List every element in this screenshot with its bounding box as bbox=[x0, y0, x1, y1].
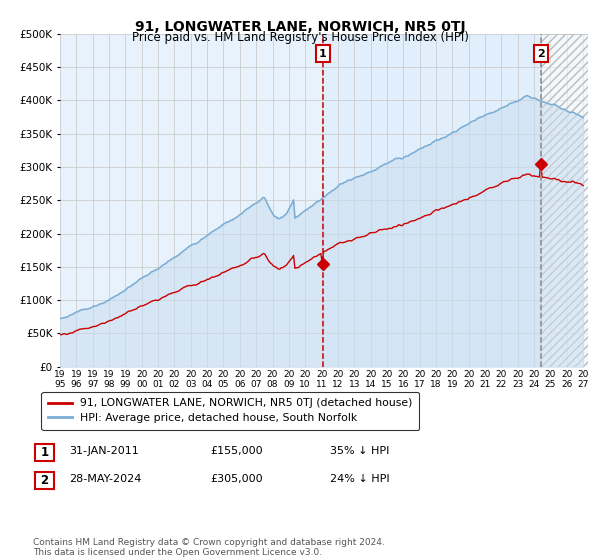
Text: 24% ↓ HPI: 24% ↓ HPI bbox=[330, 474, 389, 484]
Text: 2: 2 bbox=[537, 49, 545, 59]
FancyBboxPatch shape bbox=[35, 444, 54, 461]
Text: 31-JAN-2011: 31-JAN-2011 bbox=[69, 446, 139, 456]
Text: Price paid vs. HM Land Registry's House Price Index (HPI): Price paid vs. HM Land Registry's House … bbox=[131, 31, 469, 44]
Text: 91, LONGWATER LANE, NORWICH, NR5 0TJ: 91, LONGWATER LANE, NORWICH, NR5 0TJ bbox=[134, 20, 466, 34]
Text: 35% ↓ HPI: 35% ↓ HPI bbox=[330, 446, 389, 456]
Text: Contains HM Land Registry data © Crown copyright and database right 2024.
This d: Contains HM Land Registry data © Crown c… bbox=[33, 538, 385, 557]
Bar bbox=[541, 34, 588, 367]
Legend: 91, LONGWATER LANE, NORWICH, NR5 0TJ (detached house), HPI: Average price, detac: 91, LONGWATER LANE, NORWICH, NR5 0TJ (de… bbox=[41, 392, 419, 430]
Bar bbox=[323, 34, 541, 367]
Text: 2: 2 bbox=[40, 474, 49, 487]
Text: 28-MAY-2024: 28-MAY-2024 bbox=[69, 474, 142, 484]
Bar bbox=[541, 34, 588, 367]
FancyBboxPatch shape bbox=[35, 472, 54, 489]
Text: £155,000: £155,000 bbox=[210, 446, 263, 456]
Text: 1: 1 bbox=[319, 49, 327, 59]
Text: 1: 1 bbox=[40, 446, 49, 459]
Text: £305,000: £305,000 bbox=[210, 474, 263, 484]
